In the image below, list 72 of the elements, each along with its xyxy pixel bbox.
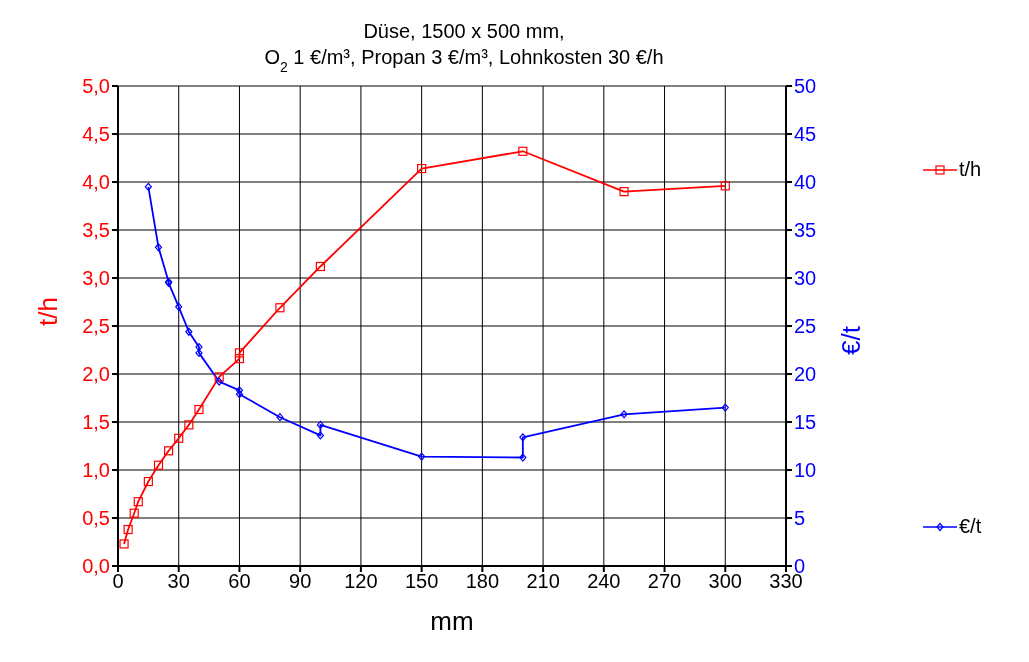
point (143, 476, 153, 487)
y-tick-label: 0,0 (82, 555, 110, 578)
x-tick-label: 300 (708, 570, 742, 593)
point (164, 446, 174, 456)
y-axis-title: t/h (33, 297, 64, 326)
point (153, 460, 164, 470)
y2-tick-label: 45 (794, 123, 817, 146)
point (721, 403, 729, 412)
x-tick-label: 30 (167, 570, 190, 593)
point (276, 413, 284, 422)
point (174, 433, 184, 443)
y2-tick-label: 5 (794, 507, 806, 530)
point (184, 420, 194, 430)
point (214, 372, 224, 382)
point (185, 327, 193, 336)
legend-label: t/h (959, 158, 982, 181)
point (316, 431, 325, 440)
y2-tick-label: 25 (794, 315, 817, 338)
x-tick-label: 240 (587, 570, 621, 593)
point (417, 163, 427, 174)
y-tick-label: 5,0 (82, 75, 110, 98)
point (154, 243, 163, 252)
y2-tick-label: 10 (794, 459, 817, 482)
y2-tick-label: 35 (794, 219, 817, 242)
y-tick-label: 2,5 (82, 315, 110, 338)
point (275, 303, 285, 313)
chart-title: Düse, 1500 x 500 mm, O$_{2}$ 1 €/m³, Propan 3 €/m³, Lohnkosten 30 €/h (264, 20, 664, 75)
x-tick-label: 270 (647, 570, 682, 593)
point (133, 497, 143, 507)
y-tick-label: 4,0 (82, 171, 110, 194)
x-tick-label: 60 (228, 570, 251, 593)
point (144, 182, 152, 191)
point (316, 420, 325, 429)
y-tick-label: 0,5 (82, 507, 110, 530)
y2-tick-label: 40 (794, 171, 817, 194)
x-tick-label: 0 (112, 570, 124, 593)
y-tick-label: 2,0 (82, 363, 110, 386)
point (315, 261, 326, 272)
x-tick-label: 180 (465, 570, 500, 593)
x-tick-label: 210 (526, 570, 560, 593)
y-tick-label: 3,0 (82, 267, 110, 290)
point (519, 453, 527, 462)
point (234, 354, 245, 364)
legend-label: €/t (959, 515, 982, 538)
point (119, 539, 129, 549)
y-tick-label: 1,0 (82, 459, 110, 482)
x-tick-label: 90 (289, 570, 312, 593)
y2-tick-label: 15 (794, 411, 817, 434)
point (123, 524, 133, 535)
y-tick-label: 4,5 (82, 123, 110, 146)
y2-tick-label: 20 (794, 363, 817, 386)
point (519, 433, 527, 442)
point (518, 146, 528, 156)
y-tick-label: 3,5 (82, 219, 110, 242)
point (175, 302, 183, 311)
point (619, 187, 629, 197)
point (129, 508, 139, 518)
y-tick-label: 1,5 (82, 411, 110, 434)
y2-tick-label: 50 (794, 75, 817, 98)
point (235, 390, 244, 399)
y2-tick-label: 30 (794, 267, 817, 290)
y2-axis-title: €/t (836, 325, 867, 355)
point (235, 386, 244, 395)
point (620, 410, 628, 419)
point (194, 404, 204, 415)
x-axis-title: mm (430, 606, 474, 636)
point (234, 348, 245, 358)
x-tick-label: 150 (404, 570, 439, 593)
point (215, 377, 223, 386)
point (720, 181, 730, 191)
x-tick-label: 120 (344, 570, 378, 593)
point (418, 452, 426, 461)
